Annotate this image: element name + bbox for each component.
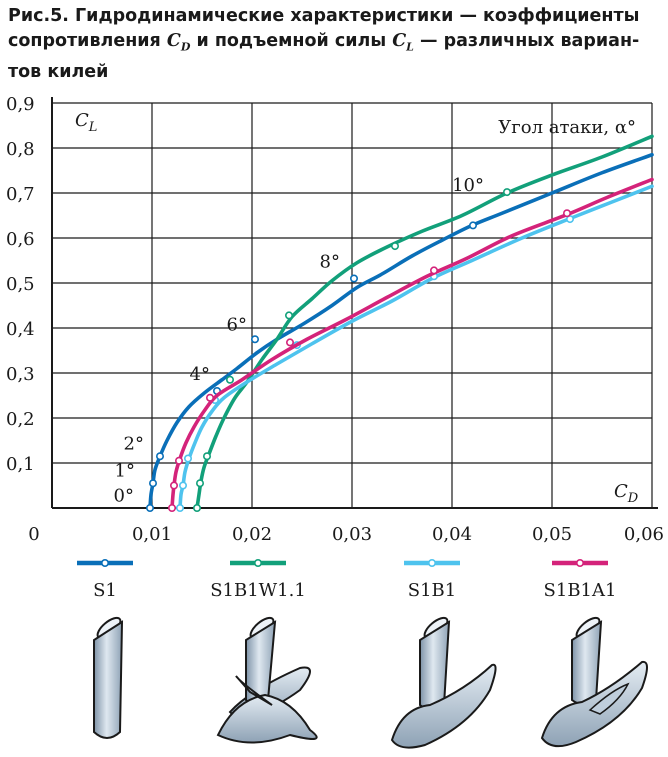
series-point <box>468 221 477 230</box>
angle-label: 8° <box>320 251 340 272</box>
series-point <box>184 454 193 463</box>
y-tick-label: 0,7 <box>6 184 35 205</box>
angle-label: 1° <box>115 461 135 482</box>
series-point <box>176 503 185 512</box>
caption-text-2a: сопротивления <box>8 31 161 51</box>
x-tick-label: 0,02 <box>232 524 272 545</box>
legend-label: S1 <box>93 580 117 601</box>
caption-line-3: тов килей <box>8 60 660 85</box>
series-point <box>562 209 571 218</box>
legend-marker <box>575 558 584 567</box>
x-tick-label: 0,06 <box>624 524 664 545</box>
series-point <box>203 452 212 461</box>
legend-label: S1B1 <box>408 580 456 601</box>
series-point <box>156 452 165 461</box>
series-line-S1 <box>148 152 654 510</box>
series-point <box>390 242 399 251</box>
keel-s1b1-icon <box>390 616 497 749</box>
series-point <box>429 266 438 275</box>
angle-labels: 0° 1° 2° 4° 6° 8° 10° <box>114 175 484 507</box>
figure-caption: Рис.5. Гидродинамические характеристики … <box>8 4 660 85</box>
legend-marker <box>427 558 436 567</box>
legend-label: S1B1A1 <box>544 580 617 601</box>
y-tick-label: 0,4 <box>6 319 35 340</box>
y-axis-label: CL <box>75 110 97 135</box>
series-line-S1B1 <box>178 184 654 510</box>
figure-number: Рис.5. <box>8 6 69 26</box>
series-point <box>565 215 574 224</box>
series-line-S1B1W1.1 <box>195 134 654 510</box>
legend-marker <box>254 558 263 567</box>
caption-line-2: сопротивления CD и подъемной силы CL — р… <box>8 29 660 60</box>
caption-text-2b: и подъемной силы <box>196 31 387 51</box>
keel-s1b1a1-icon <box>540 616 648 748</box>
legend-marker <box>101 558 110 567</box>
angle-axis-title: Угол атаки, α° <box>498 117 636 138</box>
cd-symbol: CD <box>166 31 191 54</box>
legend: S1 S1B1W1.1 S1B1 S1B1A1 <box>77 558 617 601</box>
series-point <box>284 311 293 320</box>
y-tick-label: 0,2 <box>6 409 35 430</box>
series-point <box>349 274 358 283</box>
cl-sub: L <box>406 40 414 54</box>
series-line-S1B1A1 <box>170 177 654 510</box>
y-tick-label: 0,6 <box>6 229 35 250</box>
series-point <box>226 375 235 384</box>
cl-main: C <box>392 31 407 51</box>
caption-text-3: тов килей <box>8 61 109 82</box>
x-axis-label: CD <box>614 481 639 506</box>
cd-sub: D <box>180 40 191 54</box>
legend-label: S1B1W1.1 <box>210 580 306 601</box>
tick-labels: 0 0,01 0,02 0,03 0,04 0,05 0,06 0,1 0,2 0,3 0,4 0,5… <box>6 94 664 545</box>
x-tick-label: 0,04 <box>432 524 472 545</box>
cl-symbol: CL <box>392 31 414 54</box>
chart-grid <box>52 102 653 508</box>
cd-main: C <box>166 31 181 51</box>
series-point <box>146 503 155 512</box>
x-tick-label: 0,01 <box>132 524 172 545</box>
angle-label: 4° <box>190 364 210 385</box>
series-point <box>502 188 511 197</box>
series-point <box>206 393 215 402</box>
series-point <box>175 456 184 465</box>
series-point <box>179 481 188 490</box>
keel-s1b1w11-icon <box>216 616 318 744</box>
y-tick-label: 0,5 <box>6 274 35 295</box>
angle-label: 6° <box>227 314 247 335</box>
keel-s1-icon <box>93 616 124 739</box>
angle-label: 2° <box>124 434 144 455</box>
series-point <box>149 479 158 488</box>
series-point <box>285 338 294 347</box>
x-tick-label: 0,03 <box>332 524 372 545</box>
caption-line-1: Рис.5. Гидродинамические характеристики … <box>8 4 660 29</box>
y-tick-label: 0,3 <box>6 364 35 385</box>
caption-text-2c: — различных вариан- <box>420 31 640 51</box>
series-point <box>251 335 260 344</box>
series-point <box>196 479 205 488</box>
series-point <box>193 503 202 512</box>
x-tick-label: 0 <box>28 524 39 545</box>
angle-label: 0° <box>114 485 134 506</box>
x-tick-label: 0,05 <box>532 524 572 545</box>
angle-label: 10° <box>452 175 484 196</box>
series-point <box>170 481 179 490</box>
y-tick-label: 0,1 <box>6 454 35 475</box>
y-tick-label: 0,9 <box>6 94 35 115</box>
caption-text-1: Гидродинамические характеристики — коэфф… <box>75 6 640 26</box>
y-tick-label: 0,8 <box>6 139 35 160</box>
series-layer <box>146 134 654 512</box>
series-point <box>168 503 177 512</box>
